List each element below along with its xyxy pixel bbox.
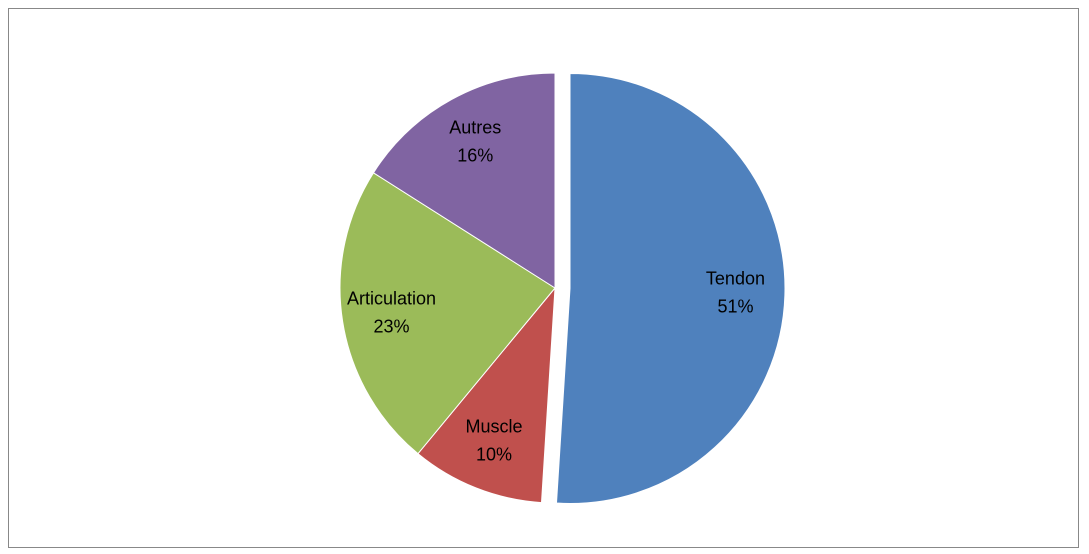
pie-slice	[372, 72, 556, 289]
slice-value-label: 51%	[717, 296, 753, 316]
slice-label: Tendon	[706, 268, 765, 288]
slice-label: Autres	[449, 118, 501, 138]
slice-label: Articulation	[347, 289, 436, 309]
slice-value-label: 16%	[457, 146, 493, 166]
pie-slice	[555, 72, 786, 504]
slice-value-label: 23%	[373, 317, 409, 337]
slice-label: Muscle	[466, 417, 523, 437]
pie-slice	[417, 286, 556, 504]
pie-slice	[339, 172, 556, 455]
slice-value-label: 10%	[476, 445, 512, 465]
